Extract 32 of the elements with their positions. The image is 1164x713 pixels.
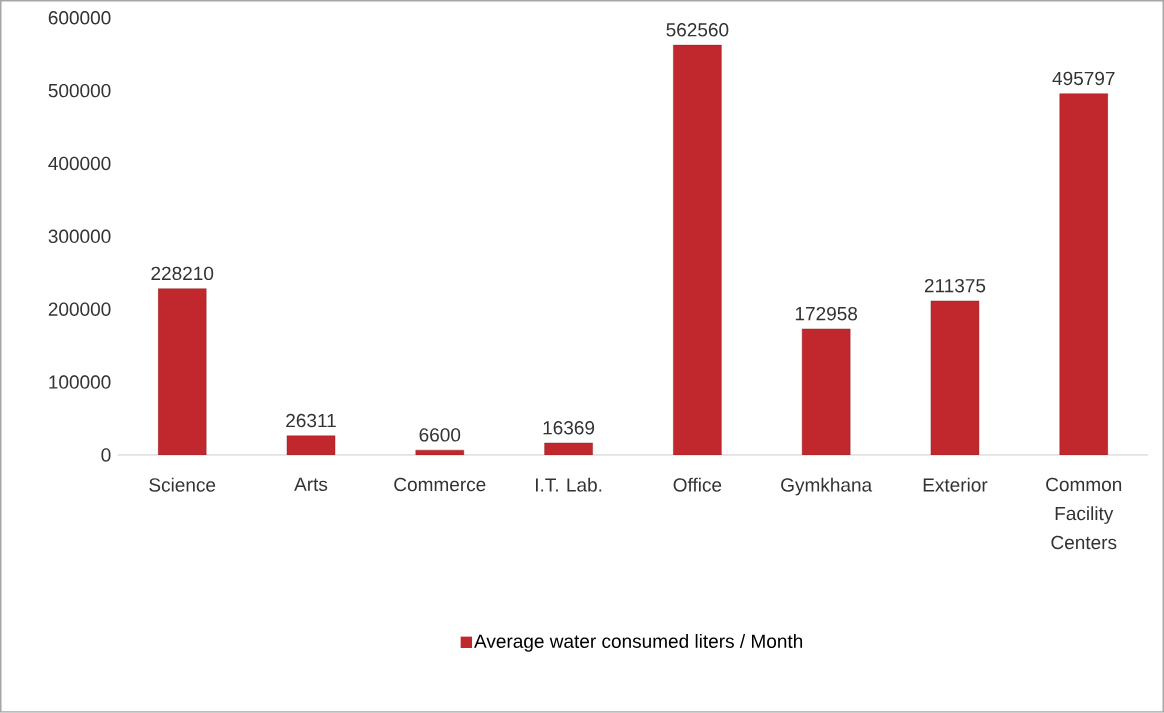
- x-tick-label: Science: [149, 477, 216, 492]
- bar: [415, 450, 465, 456]
- bar: [1059, 93, 1108, 456]
- data-label: 172958: [795, 307, 858, 321]
- data-label: 6600: [419, 428, 461, 442]
- data-label: 562560: [666, 23, 729, 37]
- bar: [930, 300, 980, 456]
- legend-label: Average water consumed liters / Month: [474, 634, 803, 652]
- bar: [801, 328, 851, 456]
- data-label: 26311: [286, 413, 336, 428]
- y-tick-label: 300000: [48, 229, 111, 244]
- x-tick-label: Office: [673, 477, 722, 492]
- x-tick-label: Common Facility Centers: [1046, 477, 1122, 550]
- x-tick-label: I.T. Lab.: [536, 477, 602, 492]
- data-label: 16369: [543, 421, 595, 435]
- bar: [673, 44, 722, 456]
- y-tick-label: 400000: [48, 156, 111, 171]
- y-tick-label: 600000: [48, 11, 111, 25]
- data-label: 495797: [1052, 71, 1115, 86]
- y-tick-label: 500000: [48, 83, 111, 98]
- y-tick-label: 200000: [48, 302, 111, 317]
- x-tick-label: Exterior: [923, 477, 988, 492]
- data-label: 211375: [924, 279, 986, 293]
- y-tick-label: 0: [101, 448, 111, 462]
- bar: [544, 442, 593, 456]
- x-tick-label: Commerce: [394, 477, 486, 492]
- x-tick-label: Arts: [294, 477, 328, 492]
- x-tick-label: Gymkhana: [781, 477, 873, 496]
- bar: [158, 288, 207, 456]
- y-tick-label: 100000: [49, 375, 111, 389]
- data-label: 228210: [151, 266, 214, 281]
- bar: [286, 435, 336, 456]
